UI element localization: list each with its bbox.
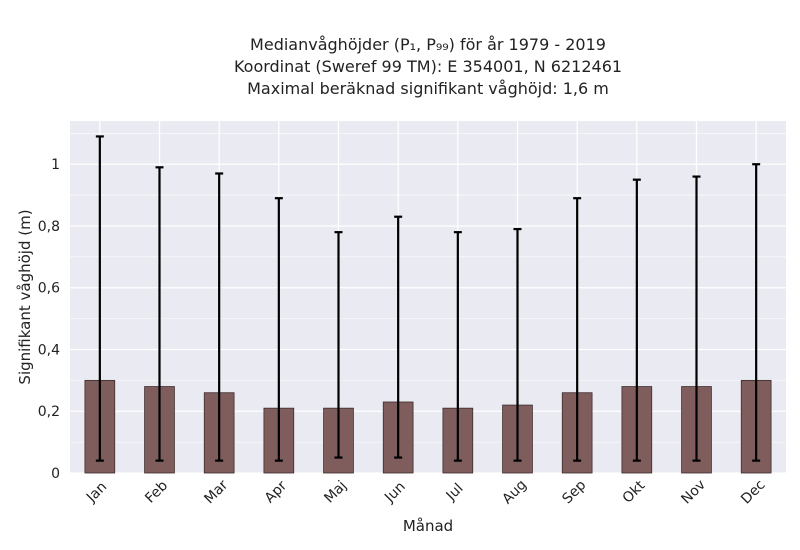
x-tick-label: Sep: [559, 477, 589, 507]
y-tick-label: 1: [51, 157, 60, 173]
x-tick-label: Okt: [620, 477, 649, 506]
x-tick-label: Maj: [321, 478, 350, 507]
x-axis-label: Månad: [403, 517, 453, 535]
plot-area: [70, 121, 786, 473]
chart-title-line-2: Koordinat (Sweref 99 TM): E 354001, N 62…: [233, 57, 623, 76]
y-tick-label: 0,6: [38, 281, 60, 297]
x-tick-label: Nov: [678, 477, 709, 508]
y-tick-label: 0: [51, 466, 60, 482]
error-bars: [95, 135, 761, 462]
x-tick-label: Jun: [381, 479, 408, 506]
x-tick-label: Aug: [499, 477, 530, 508]
y-tick-label: 0,8: [38, 219, 60, 235]
y-tick-label: 0,4: [38, 342, 60, 358]
chart-title: Medianvåghöjder (P₁, P₉₉) för år 1979 - …: [70, 34, 786, 100]
chart-title-line-1: Medianvåghöjder (P₁, P₉₉) för år 1979 - …: [250, 35, 606, 54]
x-tick-label: Dec: [738, 477, 768, 507]
x-tick-label: Feb: [142, 478, 171, 507]
x-tick-label: Mar: [201, 477, 231, 507]
y-tick-label: 0,2: [38, 404, 60, 420]
x-tick-label: Jan: [83, 479, 110, 506]
y-axis-label: Signifikant våghöjd (m): [16, 209, 34, 384]
chart-title-line-3: Maximal beräknad signifikant våghöjd: 1,…: [247, 79, 609, 98]
y-tick-labels: 0 0,2 0,4 0,6 0,8 1: [38, 157, 60, 482]
x-tick-label: Jul: [443, 481, 467, 505]
x-tick-label: Apr: [262, 478, 291, 507]
x-tick-labels: Jan Feb Mar Apr Maj Jun Jul Aug Sep Okt Nov Dec: [83, 477, 769, 508]
